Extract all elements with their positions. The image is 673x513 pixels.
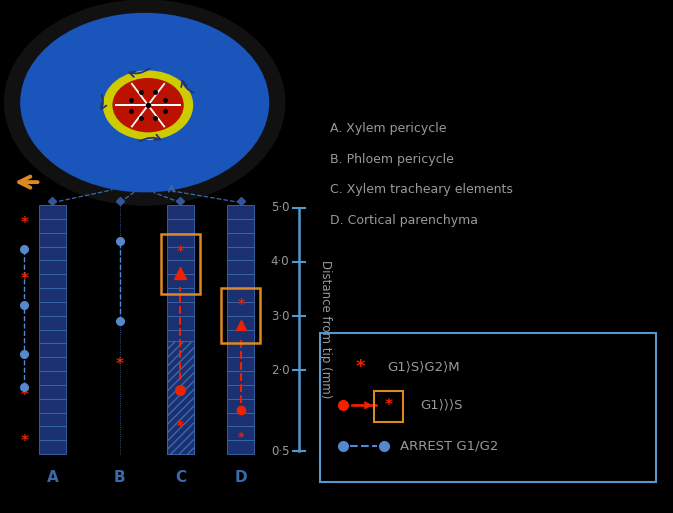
- Bar: [167, 247, 194, 261]
- Circle shape: [112, 78, 184, 132]
- Bar: [167, 385, 194, 399]
- Text: 4·0: 4·0: [271, 255, 289, 268]
- Bar: [39, 412, 66, 426]
- Bar: [227, 343, 254, 357]
- Bar: [167, 219, 194, 233]
- Bar: [167, 261, 194, 274]
- Bar: [227, 371, 254, 385]
- Bar: [39, 302, 66, 316]
- Bar: [167, 440, 194, 454]
- Text: B. Phloem pericycle: B. Phloem pericycle: [330, 152, 454, 166]
- Bar: [39, 247, 66, 261]
- Bar: [39, 316, 66, 330]
- Bar: [167, 330, 194, 343]
- Text: *: *: [384, 398, 392, 413]
- Text: *: *: [177, 244, 184, 259]
- Ellipse shape: [20, 13, 269, 192]
- Bar: [39, 288, 66, 302]
- Text: Distance from tip (mm): Distance from tip (mm): [318, 261, 332, 399]
- Text: 2·0: 2·0: [271, 364, 289, 377]
- Bar: [167, 343, 194, 357]
- Bar: [39, 426, 66, 440]
- Bar: [39, 343, 66, 357]
- Bar: [39, 371, 66, 385]
- Text: D: D: [235, 469, 247, 485]
- Text: *: *: [20, 272, 28, 287]
- Bar: [39, 399, 66, 412]
- Bar: [167, 357, 194, 371]
- Text: *: *: [177, 419, 184, 433]
- Bar: [227, 330, 254, 343]
- Text: 3·0: 3·0: [271, 309, 289, 323]
- Bar: [167, 316, 194, 330]
- Ellipse shape: [5, 2, 284, 204]
- Text: D. Cortical parenchyma: D. Cortical parenchyma: [330, 214, 478, 227]
- Text: *: *: [238, 430, 244, 444]
- Bar: [39, 440, 66, 454]
- Bar: [167, 371, 194, 385]
- Bar: [167, 288, 194, 302]
- Bar: [167, 302, 194, 316]
- Text: *: *: [20, 387, 28, 403]
- Bar: [167, 399, 194, 412]
- Text: *: *: [116, 357, 124, 372]
- Text: *: *: [238, 297, 244, 311]
- Bar: [39, 233, 66, 247]
- Bar: [227, 399, 254, 412]
- Text: 0·5: 0·5: [271, 445, 289, 458]
- Bar: [227, 205, 254, 219]
- Text: G1⟩S⟩G2⟩M: G1⟩S⟩G2⟩M: [387, 360, 460, 373]
- Bar: [39, 385, 66, 399]
- Text: C: C: [175, 469, 186, 485]
- Text: ARREST G1/G2: ARREST G1/G2: [400, 440, 499, 453]
- Text: *: *: [20, 433, 28, 449]
- Bar: [167, 341, 194, 454]
- Bar: [39, 274, 66, 288]
- Bar: [227, 412, 254, 426]
- Bar: [167, 426, 194, 440]
- Bar: [39, 261, 66, 274]
- Bar: [227, 357, 254, 371]
- Bar: [227, 247, 254, 261]
- Bar: [227, 385, 254, 399]
- Bar: [227, 316, 254, 330]
- Text: A. Xylem pericycle: A. Xylem pericycle: [330, 122, 446, 135]
- Text: 5·0: 5·0: [271, 201, 289, 214]
- Text: A: A: [46, 469, 59, 485]
- Bar: [227, 302, 254, 316]
- Bar: [39, 205, 66, 219]
- Bar: [227, 261, 254, 274]
- Circle shape: [104, 72, 192, 139]
- Bar: [39, 357, 66, 371]
- Bar: [39, 219, 66, 233]
- Text: *: *: [20, 215, 28, 231]
- Bar: [227, 233, 254, 247]
- Bar: [167, 412, 194, 426]
- Bar: [167, 205, 194, 219]
- Text: G1⟩⟩⟩S: G1⟩⟩⟩S: [421, 399, 463, 412]
- Bar: [227, 219, 254, 233]
- Bar: [167, 233, 194, 247]
- Bar: [227, 426, 254, 440]
- Bar: [167, 274, 194, 288]
- Text: B: B: [114, 469, 126, 485]
- Text: C. Xylem tracheary elements: C. Xylem tracheary elements: [330, 183, 513, 196]
- Text: *: *: [355, 358, 365, 376]
- Bar: [227, 440, 254, 454]
- Bar: [227, 274, 254, 288]
- Bar: [227, 288, 254, 302]
- Bar: [39, 330, 66, 343]
